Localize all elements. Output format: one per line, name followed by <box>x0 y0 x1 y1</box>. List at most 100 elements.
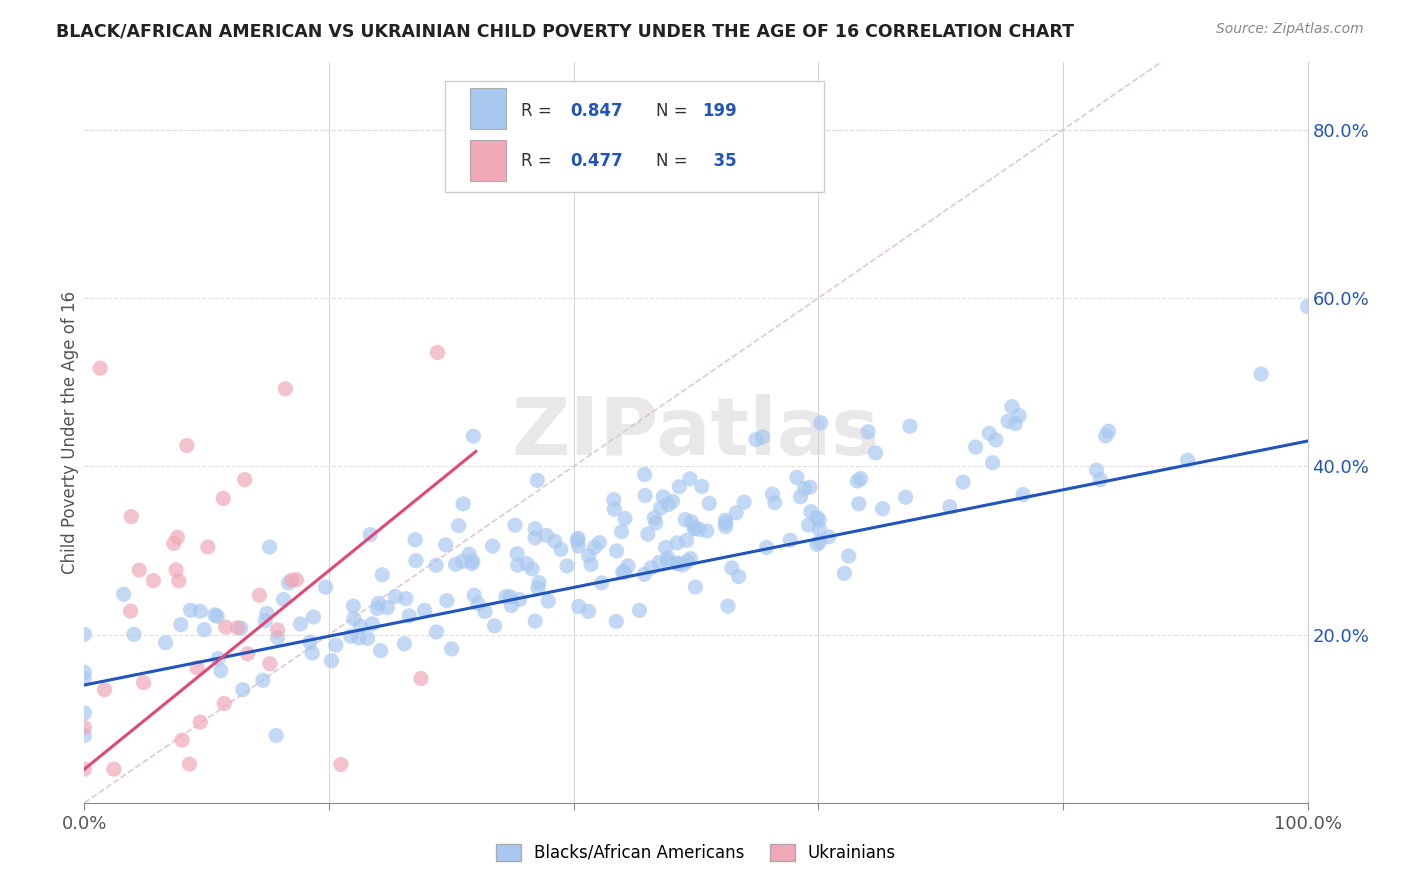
Point <box>786 470 808 484</box>
Point <box>93 682 115 697</box>
Point <box>661 494 683 508</box>
Point <box>503 518 526 533</box>
Point <box>536 528 558 542</box>
Point <box>170 733 193 747</box>
Point <box>524 614 547 628</box>
Point <box>800 505 823 519</box>
Point <box>236 647 259 661</box>
Point <box>501 599 523 613</box>
Point <box>527 581 550 595</box>
FancyBboxPatch shape <box>446 81 824 192</box>
Point <box>714 516 737 530</box>
Point <box>755 541 778 555</box>
Point <box>205 609 228 624</box>
Point <box>672 558 695 572</box>
Point <box>447 518 470 533</box>
Point <box>112 587 135 601</box>
Point <box>714 519 737 533</box>
Point <box>277 576 299 591</box>
Point <box>405 554 427 568</box>
Point <box>894 490 917 504</box>
Point <box>370 643 392 657</box>
Point <box>751 430 773 444</box>
Point <box>683 522 706 536</box>
Point <box>132 675 155 690</box>
Point <box>366 601 388 615</box>
Point <box>537 594 560 608</box>
Point <box>484 619 506 633</box>
Point <box>273 592 295 607</box>
Point <box>939 500 962 514</box>
Point <box>779 533 801 548</box>
Point <box>793 482 815 496</box>
Point <box>349 619 371 633</box>
Point <box>495 590 517 604</box>
Point <box>965 440 987 454</box>
Point <box>280 573 302 587</box>
Point <box>681 515 703 529</box>
Point <box>799 480 821 494</box>
Point <box>617 558 640 573</box>
Point <box>249 588 271 602</box>
Point <box>463 429 485 443</box>
Point <box>361 616 384 631</box>
Point <box>720 561 742 575</box>
Point <box>252 673 274 688</box>
Point <box>676 554 699 568</box>
Point <box>1094 429 1116 443</box>
Point <box>997 414 1019 428</box>
Point <box>806 510 828 524</box>
Point <box>1097 424 1119 438</box>
Point <box>981 456 1004 470</box>
Point <box>810 416 832 430</box>
Point <box>578 549 600 563</box>
Point <box>434 538 457 552</box>
Point <box>89 361 111 376</box>
Point <box>984 433 1007 447</box>
Point <box>73 672 96 686</box>
Point <box>375 600 398 615</box>
Point <box>425 624 447 639</box>
Point <box>315 580 337 594</box>
Text: N =: N = <box>655 152 693 169</box>
Point <box>613 511 636 525</box>
Point <box>555 559 578 574</box>
Legend: Blacks/African Americans, Ukrainians: Blacks/African Americans, Ukrainians <box>489 837 903 869</box>
Bar <box>470 88 506 129</box>
Point <box>204 607 226 622</box>
Point <box>73 762 96 776</box>
Point <box>188 715 211 730</box>
Point <box>266 631 288 645</box>
Point <box>673 512 696 526</box>
Point <box>343 612 366 626</box>
Point <box>509 592 531 607</box>
Point <box>688 523 710 537</box>
Point <box>591 576 613 591</box>
Point <box>865 446 887 460</box>
Point <box>371 567 394 582</box>
Point <box>474 605 496 619</box>
Point <box>613 566 636 580</box>
Point <box>347 631 370 645</box>
Point <box>440 641 463 656</box>
Point <box>898 419 921 434</box>
Point <box>520 562 543 576</box>
Point <box>325 638 347 652</box>
Point <box>526 473 548 487</box>
Point <box>733 495 755 509</box>
Point <box>451 554 474 568</box>
Point <box>467 597 489 611</box>
Point <box>725 506 748 520</box>
Point <box>229 621 252 635</box>
Point <box>209 664 232 678</box>
Point <box>588 535 610 549</box>
Point <box>212 491 235 506</box>
Point <box>163 536 186 550</box>
Point <box>603 502 626 516</box>
Point <box>426 345 449 359</box>
Point <box>165 563 187 577</box>
Point <box>637 527 659 541</box>
Point <box>301 646 323 660</box>
Point <box>302 610 325 624</box>
Point <box>648 555 671 569</box>
